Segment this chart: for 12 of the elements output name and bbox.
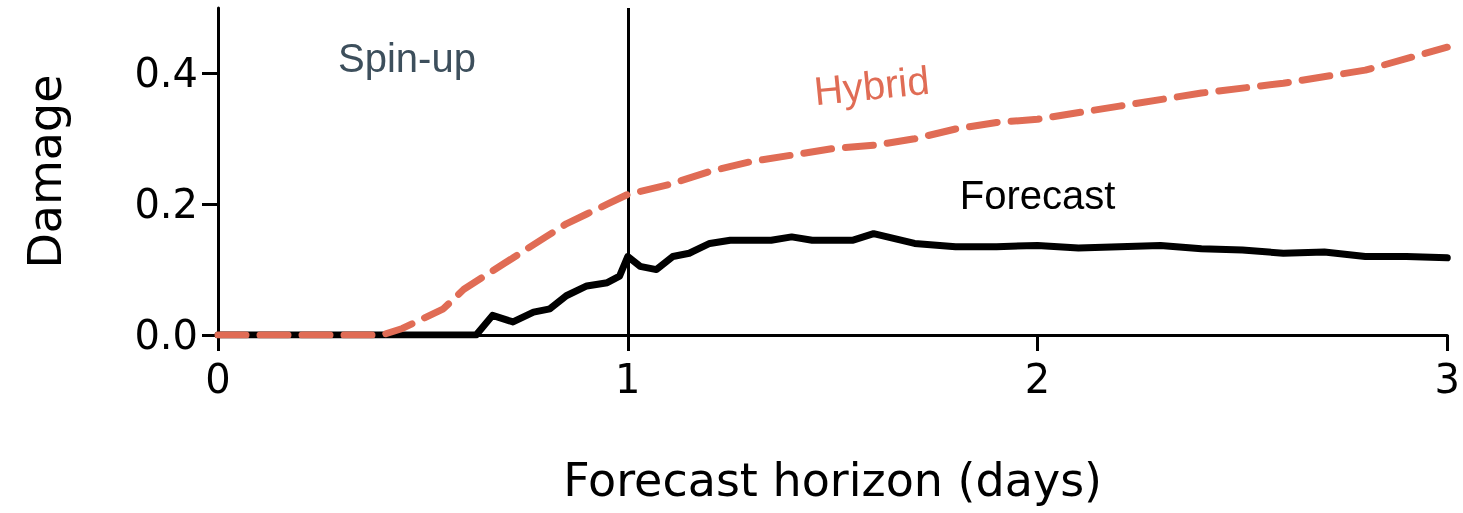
y-tick-label: 0.0	[134, 312, 198, 358]
text: Hybrid	[811, 57, 932, 114]
x-tick-label: 2	[1024, 356, 1051, 402]
x-tick-label: 0	[205, 356, 231, 402]
y-axis-title: Damage	[18, 74, 72, 269]
y-tick-label: 0.2	[134, 181, 198, 228]
series-label: Forecast	[959, 173, 1116, 218]
x-tick-label: 1	[615, 356, 641, 402]
x-axis-title: Forecast horizon (days)	[563, 453, 1103, 507]
x-tick-label: 3	[1434, 356, 1460, 402]
y-tick-label: 0.4	[134, 50, 198, 97]
annotation: Spin-up	[338, 36, 476, 80]
